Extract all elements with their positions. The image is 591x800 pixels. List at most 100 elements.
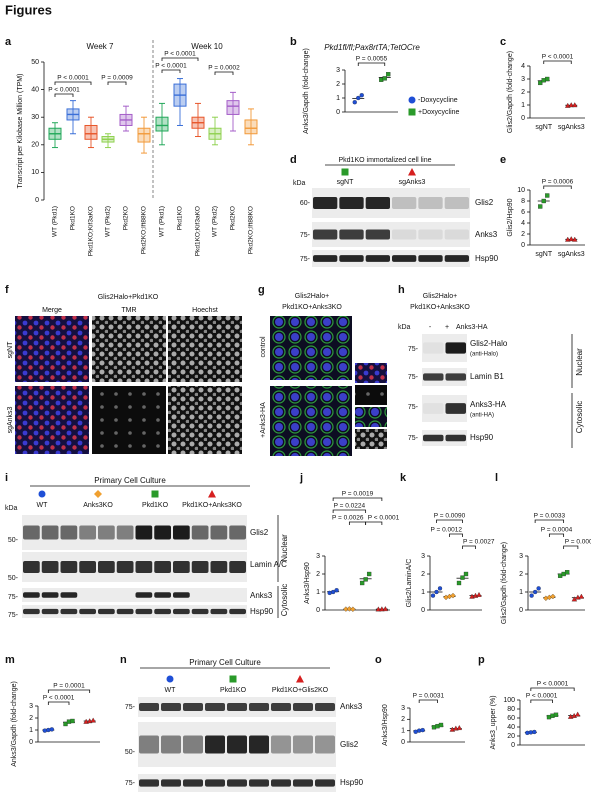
x-tick-label: sgAnks3: [558, 251, 585, 258]
label: 75-: [125, 780, 136, 787]
data-point: [42, 728, 47, 733]
blot-band: [116, 608, 134, 615]
group-icon: [208, 490, 216, 498]
label: 50-: [125, 749, 136, 756]
box: [226, 100, 240, 115]
data-point: [578, 593, 585, 599]
y-tick-label: 3: [401, 705, 405, 712]
y-tick-label: 0: [521, 242, 525, 249]
data-point: [363, 577, 368, 582]
data-point: [63, 721, 68, 727]
blot-band: [60, 561, 78, 573]
blot-band: [339, 255, 364, 262]
y-tick-label: 20: [31, 142, 39, 149]
y-tick-label: 40: [507, 724, 515, 731]
data-point: [49, 727, 54, 732]
blot-band: [41, 561, 59, 573]
blot-band: [392, 255, 417, 262]
x-tick-label: Pkd2KO;Ift88KO: [141, 206, 148, 254]
data-point: [538, 80, 543, 86]
p-value: P = 0.0019: [342, 491, 374, 498]
x-tick-label: Pkd1KO: [177, 206, 184, 230]
blot-band: [315, 779, 335, 787]
bracket: [332, 497, 383, 501]
x-tick-label: WT (Pkd2): [105, 206, 112, 237]
panel-letter: m: [5, 654, 15, 666]
label: +: [445, 324, 449, 331]
label: Anks3KO: [83, 502, 113, 509]
blot-band: [191, 608, 209, 615]
data-point: [460, 575, 465, 580]
label: Glis2Halo+: [423, 293, 457, 300]
blot-strip: [312, 222, 470, 247]
blot-band: [98, 592, 115, 598]
micrograph: [92, 386, 166, 454]
blot-band: [173, 561, 190, 573]
bracket: [548, 533, 565, 537]
blot-band: [117, 592, 134, 598]
label: Nuclear: [575, 348, 584, 376]
y-tick-label: 4: [521, 220, 525, 227]
blot-band: [205, 703, 225, 711]
micrograph: [15, 386, 89, 454]
y-tick-label: 1: [521, 102, 525, 109]
blot-band: [173, 592, 190, 598]
y-tick-label: 1: [29, 727, 33, 734]
blot-strip: [22, 588, 247, 602]
data-point: [386, 72, 391, 77]
y-tick-label: 3: [336, 67, 340, 74]
blot-band: [229, 592, 246, 598]
label: Primary Cell Culture: [189, 658, 261, 667]
blot-band: [79, 525, 96, 540]
micrograph: [168, 386, 242, 454]
label: 75-: [408, 374, 419, 381]
label: Primary Cell Culture: [94, 476, 166, 485]
blot-band: [392, 197, 417, 209]
blot-band: [418, 197, 443, 209]
label: WT: [37, 502, 49, 509]
y-axis-label: Anks3/Hsp90: [382, 704, 389, 746]
data-point: [550, 593, 556, 600]
blot-strip: [312, 250, 470, 267]
p-value: P < 0.0001: [537, 681, 569, 688]
x-tick-label: WT (Pkd1): [52, 206, 59, 237]
micrograph: [168, 316, 242, 382]
x-tick-label: WT (Pkd2): [212, 206, 219, 237]
x-tick-label: Pkd2KO: [230, 206, 237, 230]
data-point: [574, 711, 581, 717]
blot-band: [444, 197, 469, 209]
bracket: [214, 71, 234, 75]
label: 75-: [300, 232, 311, 239]
panel-letter: n: [120, 654, 127, 666]
data-point: [346, 606, 353, 612]
x-tick-label: sgNT: [535, 251, 552, 258]
y-tick-label: 3: [316, 553, 320, 560]
micrograph: [92, 316, 166, 382]
y-tick-label: 0: [35, 197, 39, 204]
data-point: [379, 606, 385, 612]
blot-band: [139, 703, 159, 711]
data-point: [450, 592, 456, 599]
blot-band: [339, 197, 364, 209]
label: Anks3: [250, 591, 273, 600]
blot-band: [135, 608, 153, 615]
bracket: [357, 62, 386, 66]
y-tick-label: 30: [31, 114, 39, 121]
blot-band: [41, 592, 59, 598]
blot-band: [139, 735, 159, 754]
data-point: [366, 571, 372, 577]
bracket: [332, 509, 367, 513]
data-point: [417, 728, 422, 733]
blot-band: [227, 703, 247, 711]
data-point: [532, 589, 538, 595]
legend-label: -Doxycycline: [418, 97, 458, 104]
y-tick-label: 1: [519, 589, 523, 596]
x-tick-label: sgAnks3: [558, 124, 585, 131]
y-tick-label: 2: [336, 81, 340, 88]
blot-band: [210, 608, 228, 615]
blot-band: [79, 561, 96, 573]
y-axis-label: Anks3/Gapdh (fold-change): [11, 681, 18, 767]
group-icon: [38, 490, 46, 498]
group-icon: [408, 96, 416, 104]
